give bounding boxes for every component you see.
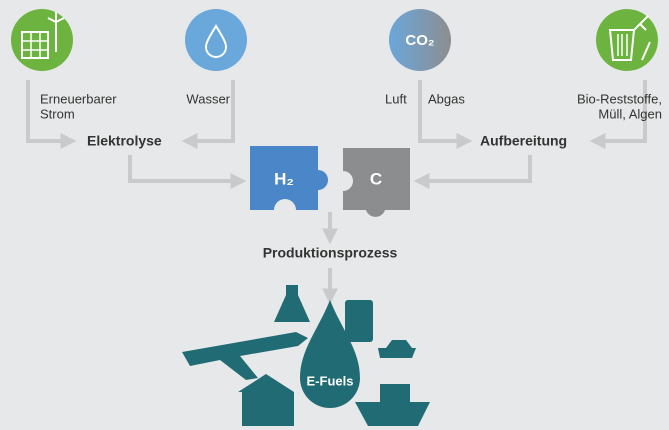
c-piece: C	[343, 148, 410, 217]
source-label: Bio-Reststoffe,	[577, 91, 662, 106]
process-label: Produktionsprozess	[263, 245, 398, 261]
product-label: E-Fuels	[307, 373, 354, 388]
source-label: Müll, Algen	[598, 106, 662, 121]
co2-label: CO₂	[405, 32, 434, 49]
strom-icon	[11, 9, 73, 71]
source-label: Luft	[385, 91, 407, 106]
source-label: Erneuerbarer	[40, 91, 117, 106]
process-label: Elektrolyse	[87, 133, 162, 149]
wasser-icon	[185, 9, 247, 71]
co2-icon: CO₂	[389, 9, 451, 71]
bio-icon	[596, 9, 658, 71]
source-label: Wasser	[186, 91, 230, 106]
c-label: C	[370, 169, 382, 188]
diagram: CO₂ Erneuerbarer Strom Wasser Luft Abgas…	[0, 0, 669, 430]
process-label: Aufbereitung	[480, 133, 567, 149]
source-label: Strom	[40, 106, 75, 121]
source-label: Abgas	[428, 91, 465, 106]
h2-label: H₂	[274, 169, 294, 188]
